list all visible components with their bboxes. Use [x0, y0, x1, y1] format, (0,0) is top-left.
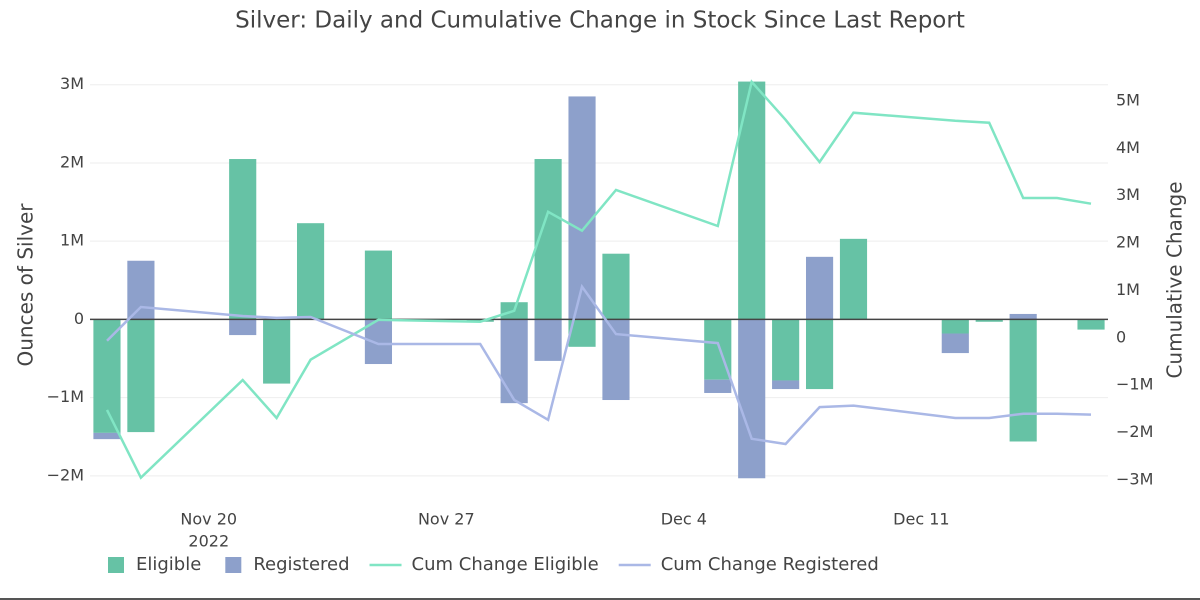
legend-swatch: [225, 557, 242, 573]
y-tick-label: −2M: [47, 465, 84, 484]
bar: [602, 253, 630, 320]
line: [105, 79, 1092, 480]
y2-tick-label: 2M: [1116, 233, 1140, 252]
chart-title: Silver: Daily and Cumulative Change in S…: [235, 8, 965, 34]
bar: [1009, 319, 1037, 442]
legend-swatch: [108, 557, 124, 573]
bar: [1077, 319, 1105, 330]
bar: [500, 319, 528, 404]
bar: [704, 379, 732, 393]
y-tick-label: 2M: [60, 152, 84, 171]
bar: [1009, 313, 1037, 320]
y2-tick-label: −2M: [1116, 422, 1153, 441]
bar: [772, 380, 800, 390]
y-tick-label: 0: [74, 309, 84, 328]
bar: [975, 319, 1003, 322]
y2-tick-label: 1M: [1116, 280, 1140, 299]
x-tick-label: Nov 20: [180, 510, 237, 529]
x-tick-label: Dec 11: [893, 510, 949, 529]
bar: [805, 256, 834, 320]
y2-axis-title: Cumulative Change: [1163, 181, 1187, 378]
bar: [364, 250, 393, 320]
bar: [839, 238, 868, 320]
legend-label: Cum Change Registered: [661, 554, 879, 575]
y2-tick-label: −1M: [1116, 375, 1153, 394]
bar: [93, 319, 121, 433]
bar: [738, 319, 766, 479]
y2-tick-label: 4M: [1116, 138, 1140, 157]
x-tick-year: 2022: [188, 532, 229, 551]
bar: [941, 333, 969, 354]
y-tick-label: −1M: [47, 387, 84, 406]
line: [106, 283, 1092, 446]
bar: [805, 319, 834, 390]
bar: [568, 96, 596, 320]
bar: [941, 319, 969, 334]
bar: [534, 319, 562, 361]
legend-label: Registered: [253, 554, 349, 575]
bar: [93, 432, 121, 440]
y2-tick-label: 5M: [1116, 90, 1140, 109]
y2-tick-label: 0: [1116, 327, 1126, 346]
bar: [127, 319, 155, 433]
y2-tick-label: −3M: [1116, 470, 1153, 489]
bar: [296, 223, 325, 320]
y-tick-label: 3M: [60, 74, 84, 93]
x-tick-label: Dec 4: [661, 510, 707, 529]
y-axis-title: Ounces of Silver: [14, 203, 38, 367]
y-tick-label: 1M: [60, 231, 84, 250]
legend-label: Cum Change Eligible: [412, 554, 599, 575]
bar: [772, 319, 800, 381]
bar: [127, 260, 155, 320]
bar: [229, 319, 257, 336]
bar: [229, 159, 257, 320]
legend-label: Eligible: [136, 554, 201, 575]
bar: [602, 319, 630, 401]
bar: [263, 319, 291, 384]
x-tick-label: Nov 27: [418, 510, 475, 529]
y2-tick-label: 3M: [1116, 185, 1140, 204]
